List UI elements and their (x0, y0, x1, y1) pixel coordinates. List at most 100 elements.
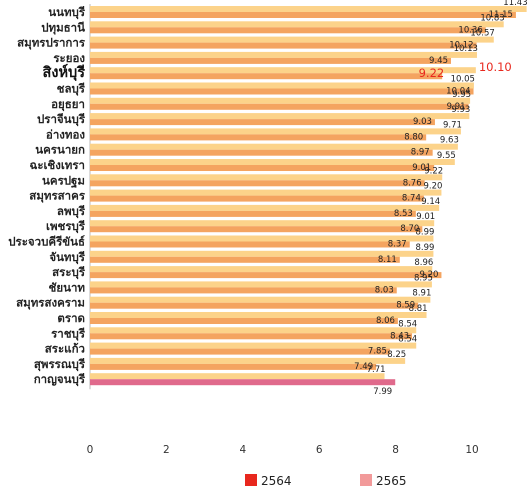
value-2565-18: 8.95 (414, 273, 433, 283)
bar-2564-20 (90, 318, 398, 324)
bar-2564-0 (90, 12, 516, 18)
value-2564-13: 8.53 (394, 209, 413, 219)
category-label-15: ประจวบคีรีขันธ์ (8, 235, 85, 249)
category-label-3: ระยอง (53, 51, 85, 65)
value-2565-5: 10.05 (451, 75, 475, 85)
value-2565-22: 8.54 (398, 335, 417, 345)
category-label-19: สมุทรสงคราม (16, 296, 85, 311)
category-labels: นนทบุรีปทุมธานีสมุทรปราการระยองสิงห์บุรี… (8, 5, 86, 387)
bar-2565-10 (90, 159, 455, 165)
value-2564-19: 8.59 (396, 301, 415, 311)
value-2565-0: 11.43 (503, 0, 527, 8)
bar-2565-19 (90, 296, 431, 303)
value-2565-8: 9.71 (443, 120, 462, 130)
x-tick-1: 2 (163, 444, 170, 456)
category-label-24: กาญจนบุรี (34, 372, 86, 387)
legend-swatch-2565 (360, 474, 372, 486)
category-label-8: อ่างทอง (46, 127, 85, 141)
bar-2565-6 (90, 97, 471, 104)
bar-2565-1 (90, 21, 504, 28)
bar-2565-0 (90, 6, 527, 12)
category-label-17: สระบุรี (52, 265, 86, 280)
value-2564-3: 9.45 (429, 56, 448, 66)
bar-2564-9 (90, 149, 433, 156)
bar-2565-21 (90, 327, 417, 334)
legend-swatch-2564 (245, 474, 257, 486)
bar-2565-9 (90, 143, 458, 150)
bar-2565-4 (90, 67, 476, 74)
value-2564-7: 9.03 (413, 117, 432, 127)
bar-2564-22 (90, 348, 390, 355)
value-2565-2: 10.57 (470, 29, 494, 39)
legend-label-2565: 2565 (376, 474, 407, 488)
bars-group (90, 6, 527, 386)
bar-2564-21 (90, 333, 413, 340)
value-2564-9: 8.97 (411, 148, 430, 158)
bar-2564-4 (90, 73, 443, 80)
bar-2565-2 (90, 36, 494, 43)
category-label-20: ตราด (57, 311, 85, 325)
bar-2564-2 (90, 42, 477, 49)
value-2565-7: 9.93 (451, 105, 470, 115)
value-2565-11: 9.22 (424, 166, 443, 176)
legend: 2564 2565 (245, 474, 407, 488)
category-label-6: อยุธยา (51, 97, 85, 112)
value-2564-5: 10.04 (446, 87, 470, 97)
value-2565-1: 10.83 (480, 13, 504, 23)
value-2564-12: 8.74 (402, 194, 421, 204)
bar-2565-23 (90, 357, 406, 364)
value-2564-16: 8.11 (378, 255, 397, 265)
bar-2565-22 (90, 342, 417, 349)
value-2564-0: 11.15 (489, 10, 513, 20)
bar-2564-11 (90, 180, 425, 187)
value-2564-10: 9.01 (412, 163, 431, 173)
value-2565-24: 7.71 (367, 365, 386, 375)
category-label-2: สมุทรปราการ (17, 36, 86, 51)
value-2565-16: 8.99 (415, 243, 434, 253)
value-2564-11: 8.76 (403, 178, 422, 188)
category-label-5: ชลบุรี (57, 82, 86, 97)
value-2564-15: 8.37 (388, 240, 407, 250)
bar-2565-18 (90, 281, 432, 288)
value-2565-23: 8.25 (387, 350, 406, 360)
value-2564-4: 9.22 (419, 66, 445, 80)
category-label-13: ลพบุรี (57, 204, 86, 219)
bar-2564-15 (90, 241, 410, 248)
x-axis-ticks: 0 2 4 6 8 10 (87, 444, 479, 456)
bar-2565-16 (90, 250, 434, 257)
bar-2564-7 (90, 119, 435, 126)
x-tick-4: 8 (392, 444, 399, 456)
value-2565-17: 8.96 (414, 258, 433, 268)
bar-2564-16 (90, 256, 400, 263)
bar-2564-19 (90, 302, 419, 309)
value-2564-8: 8.80 (404, 132, 423, 142)
bar-2564-18 (90, 287, 397, 294)
category-label-21: ราชบุรี (51, 326, 86, 341)
bar-2564-13 (90, 210, 416, 217)
bar-2565-3 (90, 51, 477, 58)
bar-2565-12 (90, 189, 442, 196)
bar-2564-24 (90, 379, 396, 386)
bar-2564-3 (90, 57, 451, 64)
value-2565-19: 8.91 (412, 289, 431, 299)
value-2564-22: 7.85 (368, 347, 387, 357)
bar-2565-20 (90, 312, 427, 318)
value-2564-23: 7.49 (354, 362, 373, 372)
x-tick-5: 10 (465, 444, 478, 456)
value-2565-10: 9.55 (437, 151, 456, 161)
value-2565-4: 10.10 (479, 60, 512, 74)
value-2565-13: 9.14 (421, 197, 440, 207)
category-label-11: นครปฐม (42, 173, 85, 188)
category-label-23: สุพรรณบุรี (34, 357, 86, 372)
bar-2565-5 (90, 82, 474, 89)
bar-2565-13 (90, 204, 440, 211)
x-tick-2: 4 (239, 444, 246, 456)
value-2565-3: 10.13 (454, 44, 478, 54)
bar-2565-8 (90, 128, 461, 135)
x-tick-0: 0 (87, 444, 94, 456)
value-labels: 11.4311.1510.8310.3610.5710.1210.139.459… (354, 0, 527, 397)
value-2564-6: 9.91 (447, 102, 466, 112)
category-label-12: สมุทรสาคร (29, 189, 86, 204)
value-2565-14: 9.01 (416, 212, 435, 222)
